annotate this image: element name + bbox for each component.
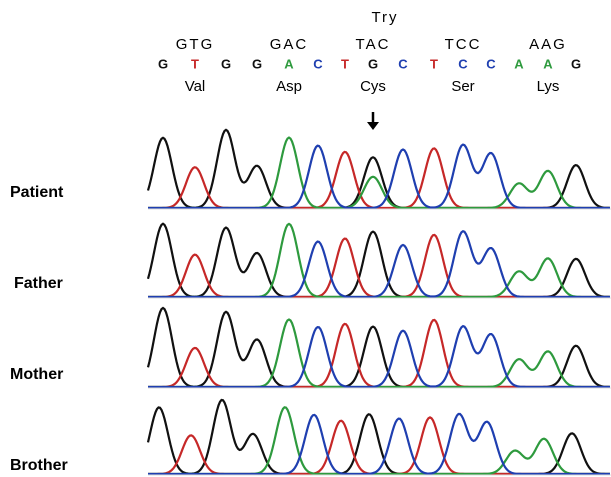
base: T (341, 56, 349, 71)
figure: Try GTGGACTACTCCAAGGTGGACTGCTCCAAGValAsp… (0, 0, 611, 477)
codon: GAC (270, 36, 309, 53)
base: C (398, 56, 408, 71)
amino-acid: Asp (276, 78, 302, 95)
sample-label: Patient (10, 184, 64, 201)
sample-label: Mother (10, 366, 63, 383)
base: T (191, 56, 199, 71)
base: G (221, 56, 231, 71)
codon: TCC (445, 36, 482, 53)
base: C (458, 56, 468, 71)
mutation-label: Try (371, 9, 398, 26)
trace (148, 308, 610, 387)
amino-acid: Cys (360, 78, 386, 95)
codon: TAC (356, 36, 391, 53)
base: A (284, 56, 294, 71)
base: A (543, 56, 553, 71)
trace (148, 320, 610, 388)
base: G (571, 56, 581, 71)
amino-acid: Ser (451, 78, 474, 95)
trace (148, 320, 610, 387)
base: C (486, 56, 496, 71)
amino-acid: Lys (537, 78, 560, 95)
trace (148, 400, 610, 474)
amino-acid: Val (185, 78, 206, 95)
base: A (514, 56, 524, 71)
base: T (430, 56, 438, 71)
codon: GTG (176, 36, 215, 53)
sample-label: Brother (10, 457, 68, 474)
base: G (252, 56, 262, 71)
sample-label: Father (14, 275, 63, 292)
trace (148, 224, 610, 297)
base: G (368, 56, 378, 71)
codon: AAG (529, 36, 567, 53)
base: C (313, 56, 323, 71)
trace (148, 224, 610, 297)
base: G (158, 56, 168, 71)
arrow (367, 112, 379, 130)
trace (148, 138, 610, 208)
trace (148, 130, 610, 208)
